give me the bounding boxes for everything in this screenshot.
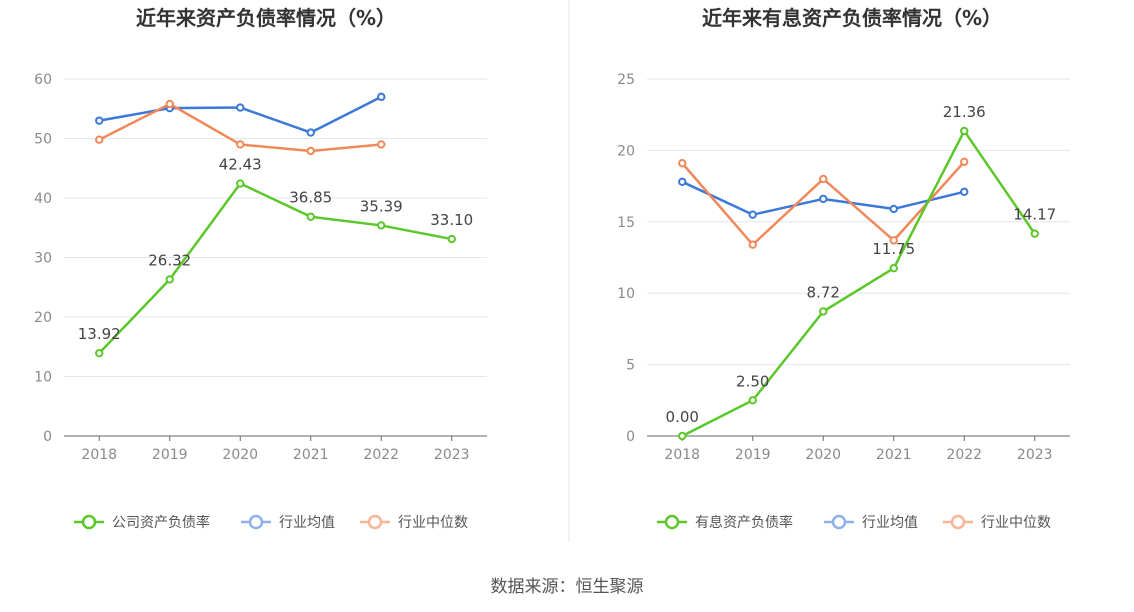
- x-tick-label: 2018: [81, 447, 117, 463]
- legend-label: 公司资产负债率: [112, 514, 210, 531]
- data-point[interactable]: [678, 159, 687, 168]
- y-tick-label: 40: [34, 191, 52, 207]
- data-point[interactable]: [165, 99, 174, 109]
- interest-debt-ratio-chart: 近年来有息资产负债率情况（%） 0 5 10 15 20 25 2018 2019 2020 202…: [617, 6, 1070, 531]
- data-point[interactable]: [889, 264, 898, 273]
- x-tick-label: 2022: [363, 447, 399, 463]
- data-point[interactable]: [236, 103, 245, 112]
- legend-marker: [831, 514, 847, 530]
- data-point[interactable]: [819, 174, 828, 184]
- data-source: 数据来源：恒生聚源: [491, 577, 644, 597]
- y-tick-label: 0: [626, 429, 635, 445]
- y-tick-label: 0: [43, 429, 52, 445]
- x-tick-label: 2020: [222, 447, 258, 463]
- data-point[interactable]: [960, 187, 969, 197]
- data-point[interactable]: [748, 240, 757, 249]
- data-point[interactable]: [165, 275, 174, 284]
- legend-label: 行业均值: [862, 515, 918, 531]
- x-tick-label: 2022: [946, 447, 982, 463]
- legend-label: 行业均值: [279, 515, 335, 531]
- chart-title: 近年来资产负债率情况（%）: [136, 6, 396, 30]
- y-tick-label: 10: [617, 286, 635, 302]
- series-line: [681, 129, 1036, 438]
- y-tick-label: 20: [617, 143, 635, 159]
- legend-marker: [664, 514, 680, 530]
- data-point[interactable]: [889, 236, 898, 245]
- legend-item[interactable]: 公司资产负债率: [74, 514, 210, 531]
- data-label: 21.36: [943, 103, 986, 121]
- legend-marker: [81, 514, 97, 530]
- x-tick-label: 2018: [664, 447, 700, 463]
- x-tick-label: 2019: [152, 447, 188, 463]
- x-tick-label: 2021: [876, 447, 912, 463]
- y-tick-label: 5: [626, 358, 635, 374]
- x-tick-label: 2019: [735, 447, 771, 463]
- y-tick-label: 25: [617, 72, 635, 88]
- data-point[interactable]: [819, 194, 828, 204]
- data-point[interactable]: [306, 146, 315, 156]
- data-point[interactable]: [748, 396, 757, 405]
- data-point[interactable]: [306, 128, 315, 137]
- legend-label: 有息资产负债率: [695, 514, 793, 531]
- data-label: 11.75: [872, 240, 915, 258]
- y-tick-label: 20: [34, 310, 52, 326]
- data-point[interactable]: [678, 431, 687, 441]
- data-point[interactable]: [306, 212, 315, 221]
- legend-marker: [950, 514, 966, 530]
- data-label: 8.72: [807, 283, 840, 301]
- chart-title: 近年来有息资产负债率情况（%）: [702, 6, 1002, 30]
- x-tick-label: 2023: [434, 447, 470, 463]
- data-point[interactable]: [447, 234, 456, 244]
- y-tick-label: 15: [617, 215, 635, 231]
- data-label: 0.00: [666, 408, 699, 426]
- y-tick-label: 10: [34, 370, 52, 386]
- data-point[interactable]: [377, 92, 386, 102]
- data-point[interactable]: [95, 116, 104, 125]
- data-point[interactable]: [236, 179, 245, 188]
- data-point[interactable]: [960, 126, 969, 136]
- legend-item[interactable]: 行业均值: [824, 514, 918, 531]
- x-tick-label: 2021: [293, 447, 329, 463]
- y-tick-label: 50: [34, 132, 52, 148]
- data-point[interactable]: [819, 307, 828, 316]
- data-label: 2.50: [736, 372, 769, 390]
- data-label: 14.17: [1013, 206, 1056, 224]
- legend-label: 行业中位数: [398, 515, 468, 531]
- data-label: 36.85: [289, 189, 332, 207]
- data-point[interactable]: [95, 135, 104, 144]
- data-point[interactable]: [748, 210, 757, 219]
- legend-item[interactable]: 行业均值: [241, 514, 335, 531]
- data-label: 42.43: [219, 156, 262, 174]
- legend-item[interactable]: 行业中位数: [360, 514, 468, 531]
- data-point[interactable]: [377, 140, 386, 149]
- data-point[interactable]: [960, 157, 969, 167]
- legend-item[interactable]: 行业中位数: [943, 514, 1051, 531]
- data-label: 35.39: [360, 197, 403, 215]
- x-tick-label: 2023: [1017, 447, 1053, 463]
- data-label: 33.10: [430, 211, 473, 229]
- x-tick-label: 2020: [805, 447, 841, 463]
- legend-marker: [248, 514, 264, 530]
- y-tick-label: 30: [34, 251, 52, 267]
- legend-marker: [367, 514, 383, 530]
- data-label: 13.92: [78, 325, 121, 343]
- data-point[interactable]: [678, 177, 687, 187]
- series-line: [98, 182, 452, 355]
- data-label: 26.32: [148, 251, 191, 269]
- debt-ratio-chart: 近年来资产负债率情况（%） 0 10 20 30 40 50 60 2018 2019 2020 20…: [34, 6, 487, 531]
- legend-label: 行业中位数: [981, 515, 1051, 531]
- data-point[interactable]: [1030, 229, 1039, 238]
- data-point[interactable]: [236, 140, 245, 149]
- y-tick-label: 60: [34, 72, 52, 88]
- series-line: [99, 95, 382, 134]
- legend-item[interactable]: 有息资产负债率: [657, 514, 793, 531]
- data-point[interactable]: [377, 221, 386, 230]
- data-point[interactable]: [95, 348, 104, 358]
- data-point[interactable]: [889, 204, 898, 214]
